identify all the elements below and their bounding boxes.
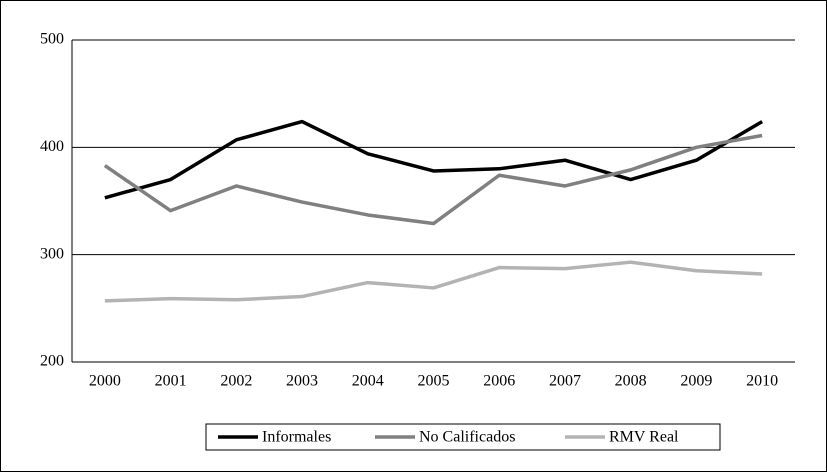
x-tick-label: 2006 [483,373,515,390]
x-tick-label: 2008 [615,373,647,390]
x-tick-label: 2010 [746,373,778,390]
x-tick-label: 2005 [418,373,450,390]
series-line [104,119,764,200]
x-tick-label: 2004 [352,373,384,390]
x-tick-label: 2009 [680,373,712,390]
x-tick-label: 2002 [220,373,252,390]
series-line [104,260,763,303]
legend-label: No Calificados [419,429,515,446]
y-tick-label: 400 [40,138,64,155]
x-tick-label: 2003 [286,373,318,390]
legend-label: Informales [262,429,331,446]
x-tick-label: 2007 [549,373,581,390]
series-line [103,133,763,226]
x-tick-label: 2001 [155,373,187,390]
legend-box [205,423,721,451]
x-tick-label: 2000 [89,373,121,390]
y-tick-label: 300 [40,245,64,262]
y-tick-label: 500 [40,31,64,48]
y-tick-label: 200 [40,353,64,370]
legend-label: RMV Real [609,429,679,446]
